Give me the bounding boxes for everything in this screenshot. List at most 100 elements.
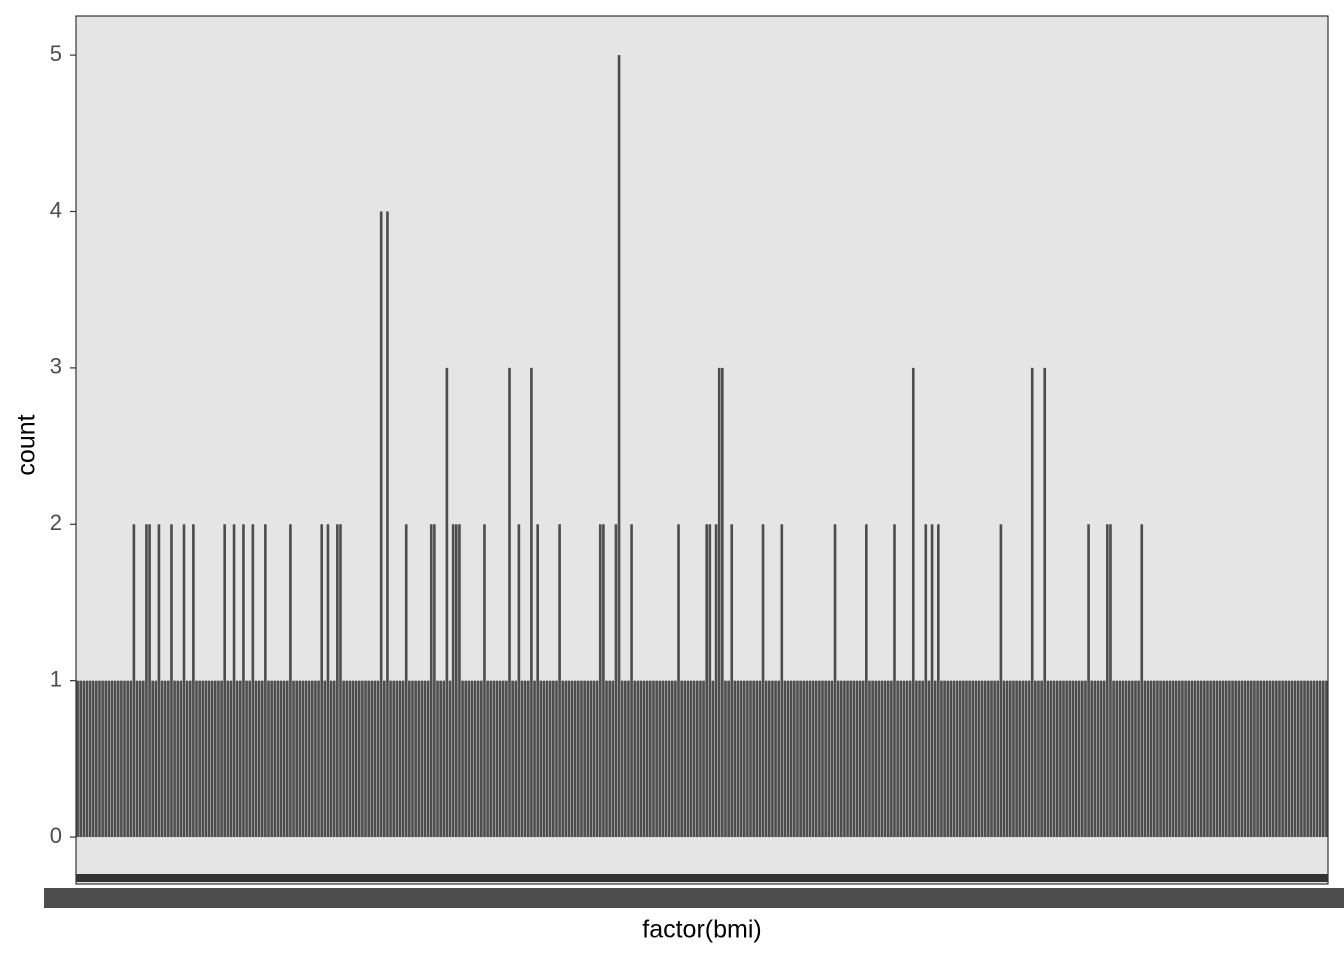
- bar: [232, 524, 236, 838]
- bar: [82, 680, 86, 838]
- bar: [658, 680, 662, 838]
- bar: [298, 680, 302, 838]
- bar: [905, 680, 909, 838]
- bar: [154, 680, 158, 838]
- bar: [548, 680, 552, 838]
- bar: [342, 680, 345, 838]
- y-axis-title: count: [13, 414, 41, 475]
- bar: [1131, 680, 1134, 838]
- bar: [267, 680, 270, 838]
- bar: [364, 680, 367, 838]
- bar: [955, 680, 959, 838]
- bar: [680, 680, 683, 838]
- bar: [736, 680, 740, 838]
- bar: [1250, 680, 1253, 838]
- bar: [758, 680, 762, 838]
- bar: [1325, 680, 1328, 838]
- bar: [292, 680, 295, 838]
- bar: [1256, 680, 1259, 838]
- bar: [1243, 680, 1247, 838]
- bar: [104, 680, 108, 838]
- bar: [398, 680, 402, 838]
- bar: [404, 524, 408, 838]
- bar: [930, 524, 934, 838]
- bar: [1065, 680, 1068, 838]
- bar: [742, 680, 746, 838]
- bar: [699, 680, 702, 838]
- bar: [1008, 680, 1012, 838]
- bar: [523, 680, 527, 838]
- bar: [1199, 680, 1203, 838]
- bar: [1290, 680, 1294, 838]
- bar: [304, 680, 308, 838]
- bar: [426, 680, 430, 838]
- bar: [539, 680, 543, 838]
- bar: [1237, 680, 1241, 838]
- bar: [85, 680, 89, 838]
- bar: [135, 680, 139, 838]
- bar: [382, 680, 386, 838]
- bar: [849, 680, 852, 838]
- y-tick-label: 4: [50, 197, 62, 222]
- bar: [896, 680, 899, 838]
- bar: [573, 680, 577, 838]
- bar: [902, 680, 906, 838]
- bar: [170, 524, 173, 838]
- bar: [1137, 680, 1140, 838]
- bar: [1096, 680, 1100, 838]
- bar: [752, 680, 755, 838]
- bar: [611, 680, 615, 838]
- bar: [667, 680, 671, 838]
- bar: [220, 680, 223, 838]
- bar: [799, 680, 802, 838]
- bar: [987, 680, 990, 838]
- bar: [1005, 680, 1009, 838]
- bar: [871, 680, 874, 838]
- bar: [1162, 680, 1165, 838]
- bar: [270, 680, 273, 838]
- bar: [962, 680, 965, 838]
- bar: [514, 680, 518, 838]
- bar: [163, 680, 167, 838]
- bar: [708, 524, 712, 838]
- bar: [1080, 680, 1084, 838]
- bar: [480, 680, 483, 838]
- bar: [614, 524, 618, 838]
- bar: [1084, 680, 1087, 838]
- bar: [542, 680, 546, 838]
- bar: [429, 524, 433, 838]
- bar: [833, 524, 837, 838]
- bar: [852, 680, 856, 838]
- bar: [1021, 680, 1025, 838]
- bar: [727, 680, 730, 838]
- bar: [793, 680, 796, 838]
- bar: [486, 680, 489, 838]
- bar: [552, 680, 555, 838]
- bar: [830, 680, 834, 838]
- bar: [185, 680, 189, 838]
- bar: [1196, 680, 1200, 838]
- bar: [533, 680, 536, 838]
- bar: [811, 680, 815, 838]
- bar: [176, 680, 180, 838]
- bar: [386, 211, 389, 838]
- bar: [1178, 680, 1181, 838]
- bar: [1228, 680, 1231, 838]
- bar: [367, 680, 370, 838]
- bar: [458, 524, 461, 838]
- bar: [1037, 680, 1040, 838]
- bar: [608, 680, 611, 838]
- bar: [217, 680, 220, 838]
- bar: [1159, 680, 1162, 838]
- bar: [1306, 680, 1309, 838]
- bar: [1134, 680, 1137, 838]
- bar: [467, 680, 471, 838]
- bar: [624, 680, 627, 838]
- bar: [1212, 680, 1216, 838]
- bar: [295, 680, 298, 838]
- bar: [949, 680, 953, 838]
- bar: [107, 680, 111, 838]
- bar: [937, 524, 940, 838]
- bar: [1090, 680, 1093, 838]
- bar: [179, 680, 183, 838]
